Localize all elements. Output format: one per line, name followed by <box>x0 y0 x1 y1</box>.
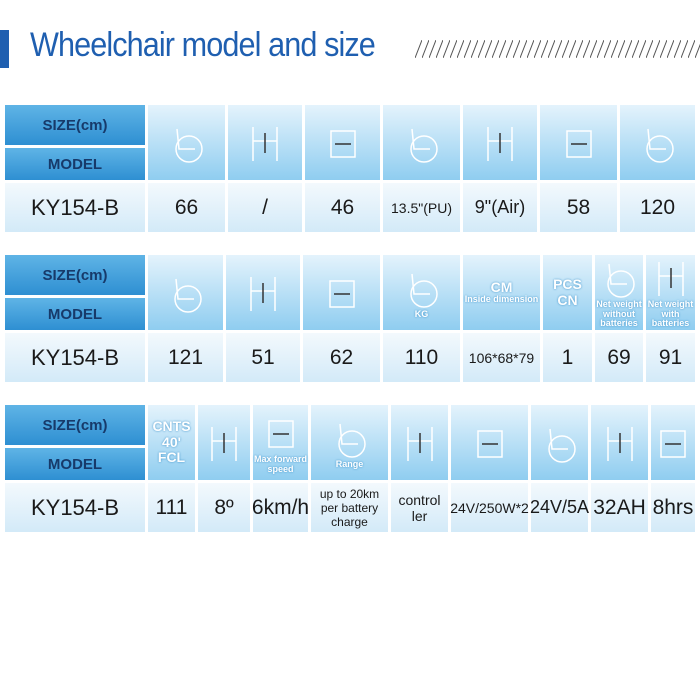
value: 13.5"(PU) <box>383 183 460 232</box>
value: 24V/5A <box>530 483 589 532</box>
value: 58 <box>540 183 617 232</box>
model-label: MODEL <box>5 148 145 180</box>
size-label: SIZE(cm) <box>5 105 145 145</box>
size-label: SIZE(cm) <box>5 405 145 445</box>
value: 66 <box>148 183 225 232</box>
value: 121 <box>148 333 223 382</box>
value: 46 <box>305 183 380 232</box>
model: KY154-B <box>5 183 145 232</box>
icon <box>211 426 237 461</box>
icon <box>328 279 355 308</box>
value: 9"(Air) <box>463 183 537 232</box>
icon-cell <box>620 105 695 180</box>
icon <box>329 129 356 158</box>
icon-cell <box>305 105 380 180</box>
icon-cell <box>451 405 528 480</box>
value: 91 <box>646 333 695 382</box>
icon <box>337 423 366 458</box>
value: 32AH <box>591 483 648 532</box>
value: 51 <box>226 333 300 382</box>
icon-cell: CM Inside dimension <box>463 255 540 330</box>
model-label: MODEL <box>5 298 145 330</box>
value: 1 <box>543 333 592 382</box>
caption: 40' <box>162 433 181 450</box>
icon-cell: Max forward speed <box>253 405 308 480</box>
value: 120 <box>620 183 695 232</box>
icon-cell: Net weight without batteries <box>595 255 643 330</box>
icon <box>606 426 633 461</box>
icon <box>409 273 438 308</box>
icon-cell <box>303 255 380 330</box>
caption: Inside dimension <box>464 294 539 305</box>
icon <box>173 278 202 313</box>
icon-cell <box>198 405 250 480</box>
icon <box>547 428 576 463</box>
icon <box>406 426 433 461</box>
caption: KG <box>414 308 429 319</box>
icon-cell <box>391 405 448 480</box>
caption: Net weight with batteries <box>647 298 694 329</box>
value: 8º <box>198 483 250 532</box>
icon <box>660 429 686 458</box>
icon-cell: PCS CN <box>543 255 592 330</box>
caption: PCS <box>553 276 582 293</box>
value: 8hrs <box>651 483 695 532</box>
icon <box>409 128 438 163</box>
model-label: MODEL <box>5 448 145 480</box>
icon <box>250 276 276 311</box>
icon-cell: KG <box>383 255 460 330</box>
icon-cell <box>651 405 695 480</box>
icon-cell <box>591 405 648 480</box>
icon <box>476 429 503 458</box>
value: up to 20km per battery charge <box>311 483 388 532</box>
caption: CNTS <box>152 418 191 435</box>
model: KY154-B <box>5 333 145 382</box>
icon <box>645 128 674 163</box>
icon <box>252 126 278 161</box>
value: 24V/250W*2 <box>450 483 529 532</box>
model: KY154-B <box>5 483 145 532</box>
icon <box>487 126 513 161</box>
title-bar <box>0 30 9 68</box>
caption: Net weight without batteries <box>596 298 642 329</box>
caption: Max forward speed <box>253 453 307 474</box>
icon <box>267 419 294 448</box>
icon-cell <box>226 255 300 330</box>
value: 62 <box>303 333 380 382</box>
caption: CM <box>490 278 513 295</box>
title: Wheelchair model and size <box>30 26 376 64</box>
caption: CN <box>557 291 578 308</box>
value: 111 <box>148 483 195 532</box>
caption: Range <box>335 458 364 469</box>
icon-cell: CNTS 40' FCL <box>148 405 195 480</box>
value: 69 <box>595 333 643 382</box>
value: control ler <box>391 483 448 532</box>
icon-cell <box>148 255 223 330</box>
value: / <box>228 183 302 232</box>
icon-cell: Range <box>311 405 388 480</box>
icon-cell <box>228 105 302 180</box>
size-label: SIZE(cm) <box>5 255 145 295</box>
icon-cell <box>383 105 460 180</box>
icon <box>565 129 592 158</box>
icon-cell <box>148 105 225 180</box>
value: 106*68*79 <box>463 333 540 382</box>
value: 110 <box>383 333 460 382</box>
icon-cell: Net weight with batteries <box>646 255 695 330</box>
icon-cell <box>463 105 537 180</box>
caption: FCL <box>157 449 186 466</box>
hatch <box>415 40 700 58</box>
icon <box>174 128 203 163</box>
icon-cell <box>531 405 588 480</box>
icon-cell <box>540 105 617 180</box>
icon <box>657 261 684 296</box>
value: 6km/h <box>252 483 309 532</box>
icon <box>607 263 635 298</box>
